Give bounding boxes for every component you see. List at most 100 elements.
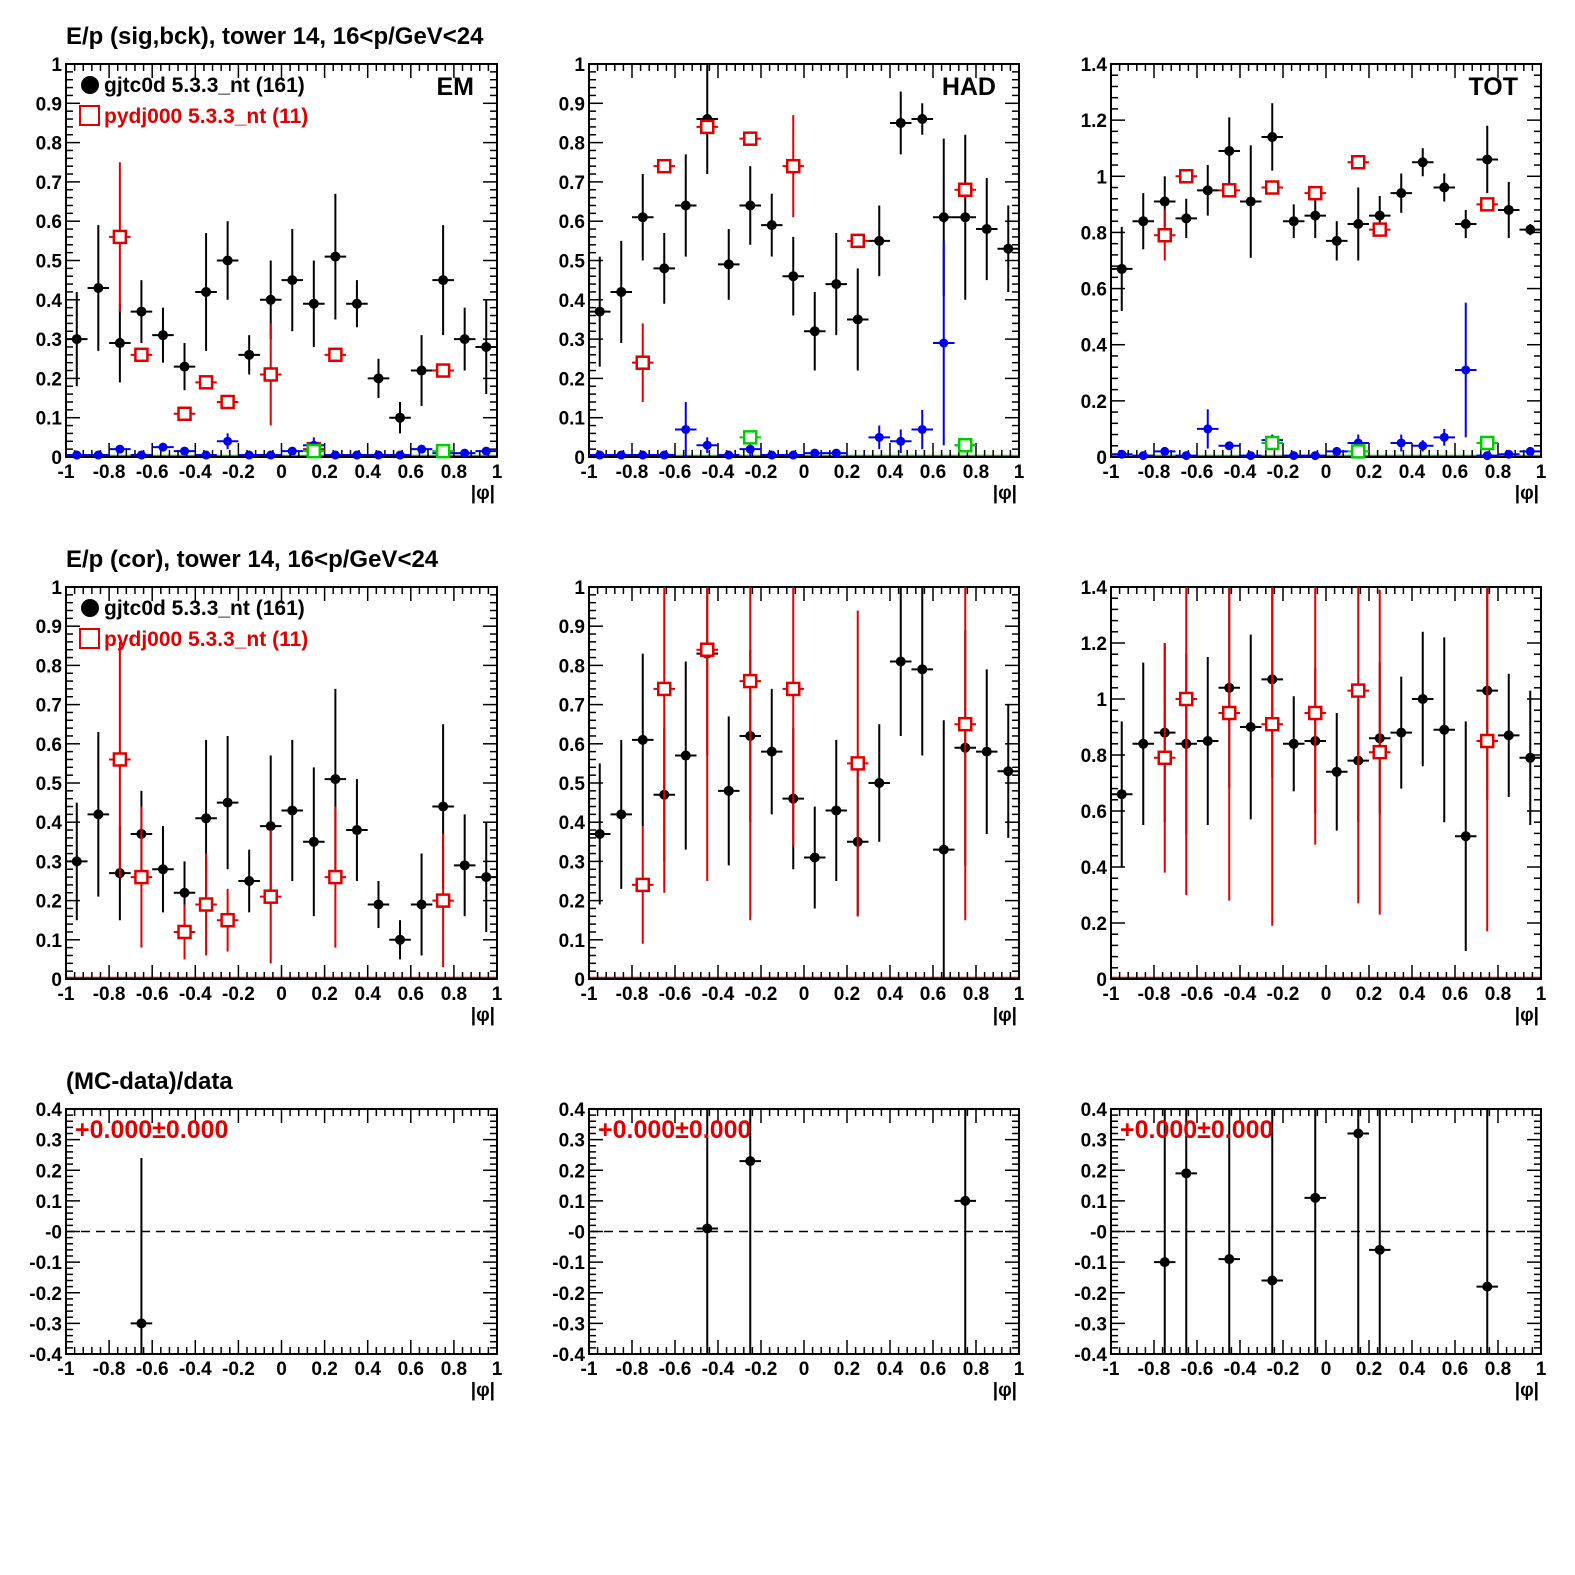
- y-tick-label: 0.7: [36, 696, 62, 717]
- x-tick-label: 0.6: [398, 984, 424, 1005]
- data-point-mc: [1304, 185, 1326, 201]
- data-point-mc: [954, 182, 976, 198]
- data-point-data: [1111, 226, 1133, 312]
- x-tick-label: -0.6: [659, 462, 692, 483]
- x-tick-label: 0.6: [398, 462, 424, 483]
- data-point-data: [1304, 1109, 1326, 1354]
- marker-blue-circle: [1138, 451, 1148, 461]
- marker-open-square: [1222, 705, 1237, 721]
- data-point-blue: [1498, 449, 1520, 459]
- legend: gjtc0d 5.3.3_nt (161) pydj000 5.3.3_nt (1…: [79, 597, 308, 651]
- plot-panel-8: -1 -0.8 -0.6 -0.4 -0.2 0 0.2 0.4 0.6 0.8 1|φ|-0.4-…: [552, 1100, 1024, 1401]
- y-tick-label: -0: [45, 1223, 62, 1244]
- x-tick-label: -0.8: [93, 984, 126, 1005]
- marker-open-square: [1179, 691, 1194, 707]
- data-point-blue: [675, 401, 697, 457]
- data-point-data: [718, 716, 740, 866]
- y-tick-label: 1: [1096, 167, 1107, 188]
- x-axis-label: |φ|: [993, 483, 1017, 504]
- data-point-data: [1261, 1109, 1283, 1354]
- data-point-green: [432, 443, 454, 459]
- y-tick-label: 0.5: [36, 774, 63, 795]
- marker-open-square: [786, 158, 801, 174]
- marker-open-square: [112, 752, 128, 767]
- marker-open-square: [786, 681, 801, 697]
- y-tick-label: 0.4: [1081, 336, 1108, 357]
- data-point-data: [782, 236, 804, 316]
- marker-filled-circle: [874, 778, 885, 788]
- data-point-mc: [173, 406, 196, 422]
- marker-blue-circle: [1224, 441, 1234, 451]
- x-tick-label: 0.8: [441, 984, 467, 1005]
- marker-blue-circle: [917, 424, 927, 434]
- series-mc: [1154, 155, 1498, 261]
- marker-open-square: [435, 363, 451, 378]
- y-tick-label: -0.2: [552, 1284, 585, 1305]
- marker-filled-circle: [680, 750, 691, 761]
- marker-filled-circle: [1003, 766, 1014, 777]
- x-tick-label: 1: [1014, 462, 1025, 483]
- x-tick-label: -0.4: [702, 462, 735, 483]
- marker-filled-circle: [395, 934, 406, 945]
- marker-blue-circle: [223, 436, 233, 446]
- y-tick-label: 0.2: [1081, 392, 1107, 413]
- x-tick-label: -0.4: [1224, 462, 1257, 483]
- data-point-data: [1347, 1109, 1369, 1354]
- y-tick-label: 1.2: [1081, 111, 1107, 132]
- x-tick-label: -0.6: [136, 462, 169, 483]
- marker-open-square: [1351, 444, 1366, 459]
- data-point-blue: [324, 450, 347, 460]
- marker-filled-circle: [1482, 1281, 1493, 1292]
- data-point-data: [739, 166, 761, 245]
- legend-data-marker: [81, 599, 99, 617]
- y-tick-label: 0.6: [559, 212, 585, 233]
- data-point-data: [954, 1109, 976, 1354]
- x-tick-label: 0.4: [1399, 984, 1426, 1005]
- marker-filled-circle: [157, 330, 168, 341]
- data-point-data: [1175, 198, 1197, 239]
- marker-open-square: [657, 681, 672, 697]
- data-point-blue: [718, 450, 740, 460]
- data-point-blue: [1154, 446, 1176, 456]
- data-point-data: [1132, 193, 1154, 250]
- ratio-value-label: +0.000±0.000: [598, 1116, 751, 1144]
- marker-filled-circle: [308, 298, 319, 309]
- data-point-mc: [432, 833, 454, 968]
- marker-filled-circle: [201, 813, 212, 824]
- marker-blue-circle: [1504, 449, 1514, 459]
- data-point-blue: [238, 450, 260, 460]
- x-tick-label: -0.2: [745, 1359, 778, 1380]
- series-green: [739, 430, 976, 453]
- marker-open-square: [1222, 183, 1237, 198]
- x-tick-label: 0.4: [354, 462, 381, 483]
- data-point-blue: [367, 450, 390, 460]
- series-mc: [632, 587, 976, 944]
- data-point-blue: [804, 448, 826, 458]
- x-tick-label: 0.2: [834, 462, 860, 483]
- marker-filled-circle: [1224, 146, 1235, 157]
- data-point-mc: [1261, 587, 1283, 926]
- data-point-data: [1111, 721, 1133, 867]
- x-tick-label: -0.4: [1224, 984, 1257, 1005]
- marker-filled-circle: [1003, 243, 1014, 254]
- data-point-blue: [281, 446, 304, 456]
- marker-open-square: [1179, 169, 1194, 184]
- x-tick-label: -1: [581, 1359, 598, 1380]
- data-point-data: [1175, 1109, 1197, 1354]
- data-point-data: [1218, 117, 1240, 185]
- data-point-mc: [954, 587, 976, 921]
- marker-open-square: [743, 430, 758, 445]
- x-tick-label: 0: [799, 1359, 810, 1380]
- data-point-data: [367, 358, 390, 399]
- x-tick-label: -0.6: [136, 1359, 169, 1380]
- marker-filled-circle: [637, 212, 648, 223]
- y-tick-label: 0.4: [559, 1100, 586, 1121]
- marker-open-square: [1265, 435, 1280, 451]
- plot-panel-2: -1 -0.8 -0.6 -0.4 -0.2 0 0.2 0.4 0.6 0.8 1|φ|00.10…: [559, 55, 1025, 504]
- data-point-blue: [259, 450, 282, 460]
- marker-filled-circle: [616, 809, 627, 820]
- y-tick-label: 0.2: [36, 1161, 62, 1182]
- data-point-data: [1261, 103, 1283, 171]
- x-tick-label: 0.4: [877, 462, 904, 483]
- y-tick-label: -0: [1090, 1223, 1107, 1244]
